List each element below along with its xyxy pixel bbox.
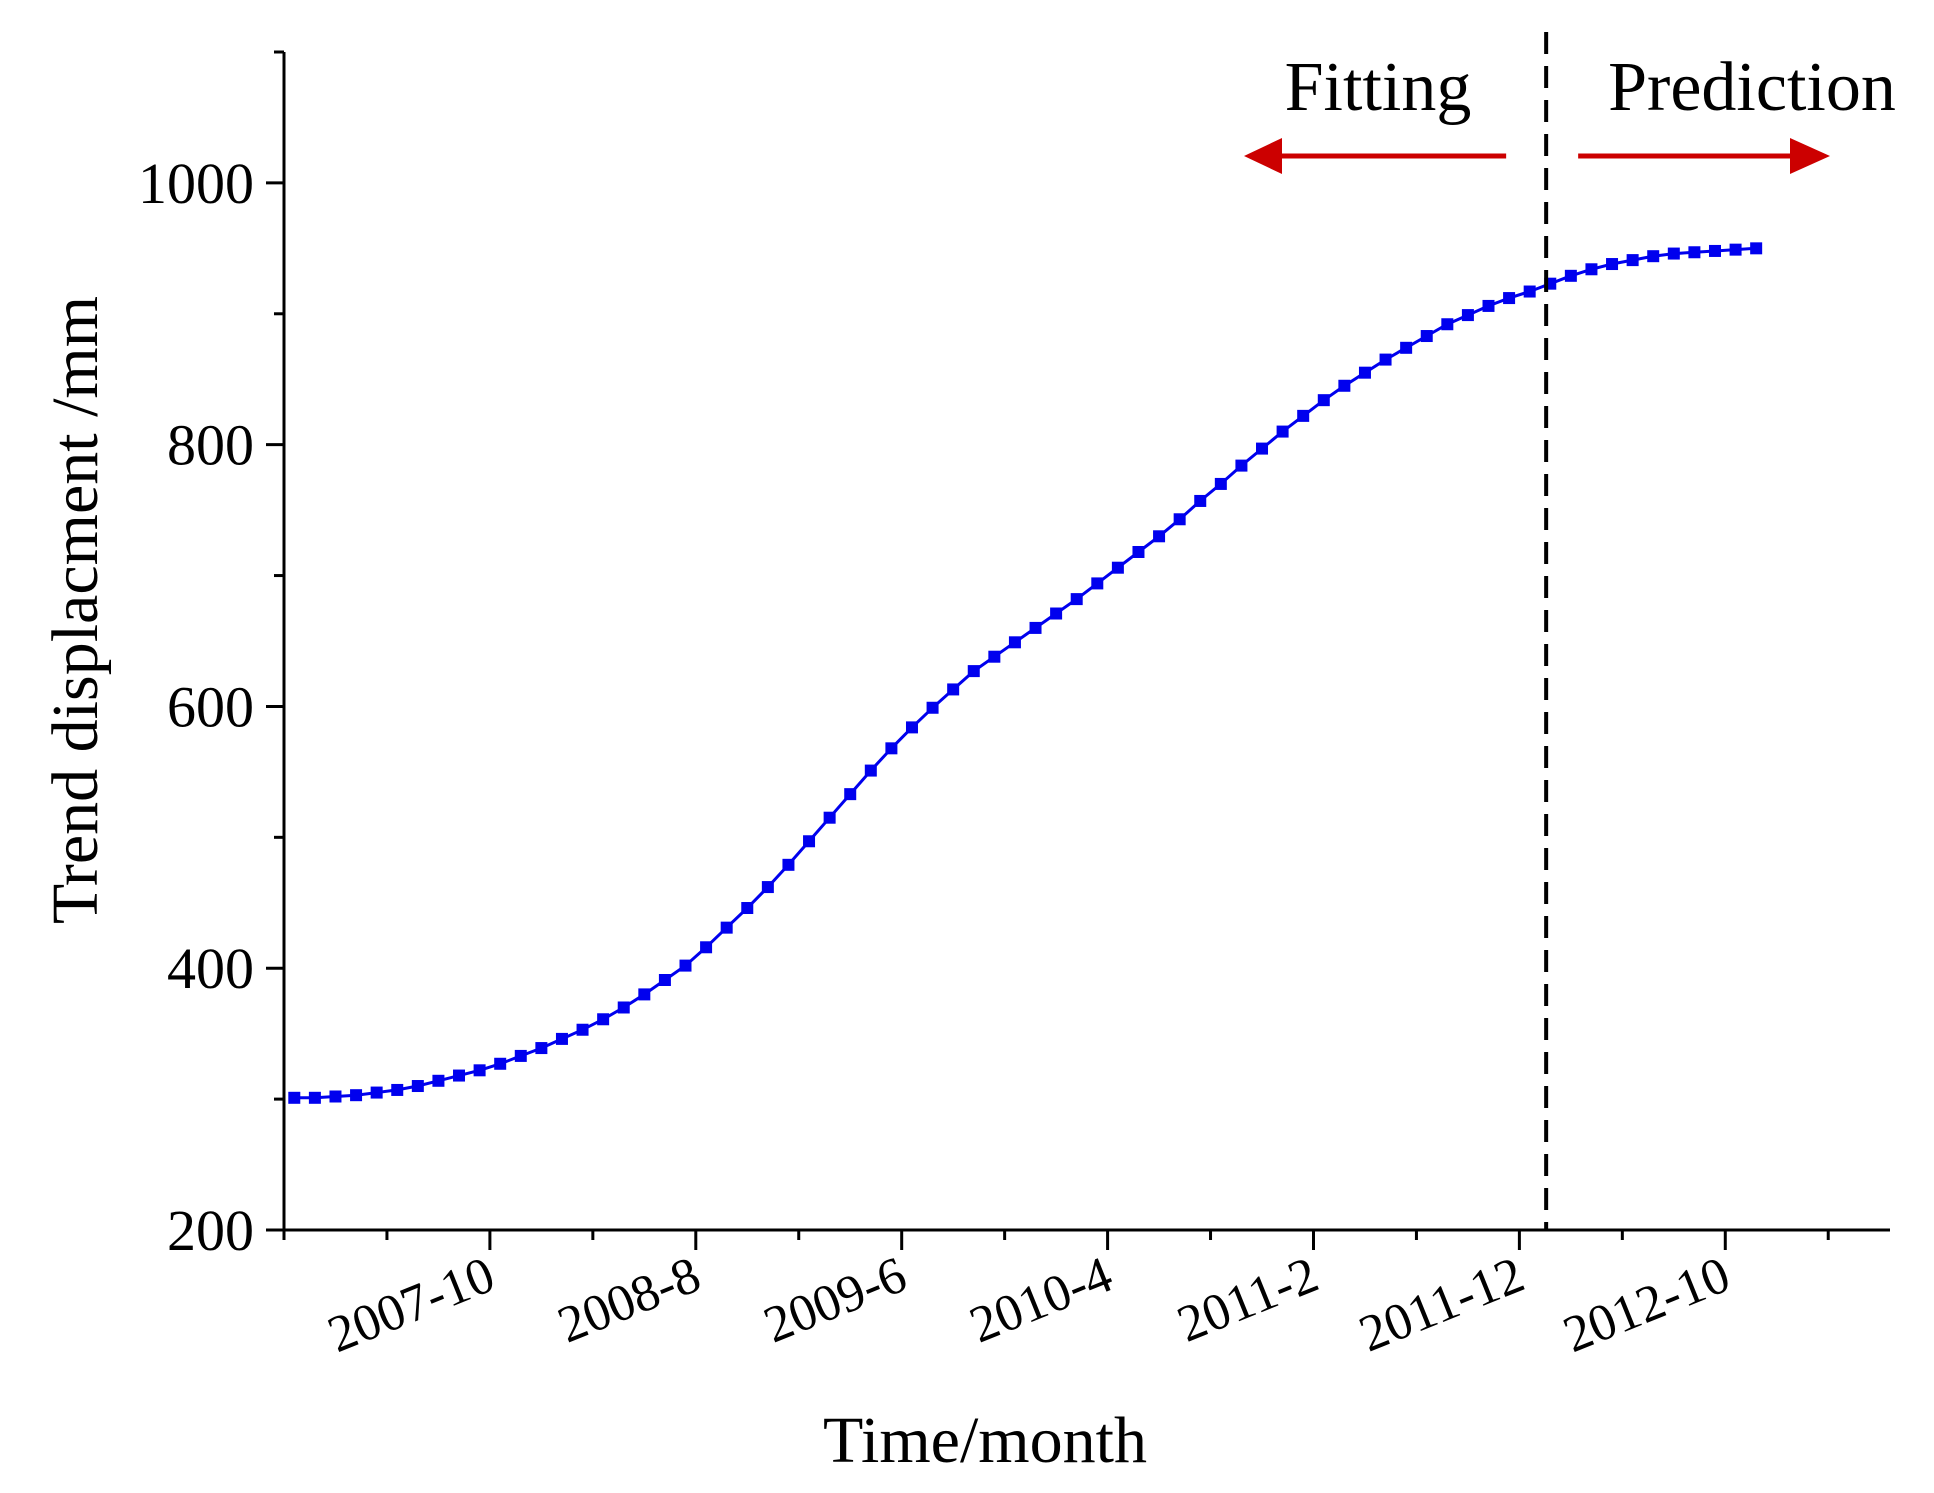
y-tick-label: 1000 <box>138 151 254 216</box>
data-point <box>885 742 898 755</box>
data-point <box>514 1049 527 1062</box>
data-point <box>1482 299 1495 312</box>
data-point <box>1276 425 1289 438</box>
data-point <box>1235 459 1248 472</box>
data-point <box>1091 577 1104 590</box>
y-tick-label: 800 <box>167 413 254 478</box>
data-point <box>1708 244 1721 257</box>
data-point <box>1688 246 1701 259</box>
fitting-label: Fitting <box>1285 49 1472 126</box>
data-point <box>1008 636 1021 649</box>
x-axis-title: Time/month <box>823 1404 1147 1477</box>
split-group <box>1244 32 1830 1230</box>
x-tick-label: 2010-4 <box>962 1246 1120 1354</box>
data-point <box>1564 269 1577 282</box>
x-ticks: 2007-10 2008-8 2009-6 2010-4 2011-2 2011-12 20… <box>282 1230 1830 1364</box>
data-point <box>1420 330 1433 343</box>
data-point <box>658 974 671 987</box>
data-point <box>782 858 795 871</box>
data-point <box>761 881 774 894</box>
data-point <box>453 1069 466 1082</box>
data-point <box>1050 607 1063 620</box>
data-point <box>1256 442 1269 455</box>
data-point <box>494 1057 507 1070</box>
data-point <box>617 1001 630 1014</box>
x-tick-label: 2009-6 <box>756 1246 914 1354</box>
y-tick-label: 200 <box>167 1198 254 1263</box>
data-point <box>1667 247 1680 260</box>
data-point <box>1070 593 1083 606</box>
data-point <box>1400 341 1413 354</box>
data-point <box>1194 494 1207 507</box>
x-tick-label: 2007-10 <box>320 1246 502 1364</box>
data-point <box>1729 243 1742 256</box>
series-points-group <box>288 242 1763 1104</box>
data-point <box>720 921 733 934</box>
data-point <box>638 988 651 1001</box>
y-ticks: 200 400 600 800 1000 <box>138 50 284 1263</box>
data-point <box>1338 379 1351 392</box>
data-point <box>1173 513 1186 526</box>
data-point <box>535 1042 548 1055</box>
data-point <box>1523 285 1536 298</box>
y-axis-title: Trend displacment /mm <box>39 296 112 924</box>
data-point <box>1379 353 1392 366</box>
data-point <box>555 1032 568 1045</box>
data-point <box>967 665 980 678</box>
data-point <box>288 1091 301 1104</box>
data-point <box>1750 242 1763 255</box>
data-point <box>741 902 754 915</box>
data-point <box>1132 545 1145 558</box>
data-point <box>1111 561 1124 574</box>
data-point <box>700 941 713 954</box>
data-point <box>1153 530 1166 543</box>
prediction-arrow-head <box>1790 138 1830 174</box>
data-point <box>576 1023 589 1036</box>
data-point <box>864 764 877 777</box>
data-point <box>370 1086 383 1099</box>
x-tick-label: 2008-8 <box>550 1246 708 1354</box>
data-point <box>844 788 857 801</box>
data-point <box>988 650 1001 663</box>
data-point <box>926 701 939 714</box>
data-point <box>1297 409 1310 422</box>
data-point <box>803 835 816 848</box>
data-point <box>1626 254 1639 267</box>
data-point <box>329 1090 342 1103</box>
data-point <box>1358 366 1371 379</box>
data-point <box>1461 309 1474 322</box>
data-point <box>1317 394 1330 407</box>
data-point <box>391 1083 404 1096</box>
data-point <box>1606 258 1619 271</box>
x-tick-label: 2011-12 <box>1352 1246 1532 1363</box>
series-line-group <box>294 246 1757 1100</box>
fitting-arrow-head <box>1244 138 1282 174</box>
data-point <box>411 1080 424 1093</box>
x-tick-label: 2012-10 <box>1556 1246 1738 1364</box>
series-line <box>294 246 1757 1100</box>
data-point <box>1503 292 1516 305</box>
data-point <box>905 721 918 734</box>
data-point <box>473 1064 486 1077</box>
data-point <box>947 683 960 696</box>
data-point <box>1214 477 1227 490</box>
data-point <box>350 1089 363 1102</box>
x-tick-label: 2011-2 <box>1170 1246 1326 1353</box>
data-point <box>1585 263 1598 276</box>
data-point <box>597 1013 610 1026</box>
data-point <box>1029 621 1042 634</box>
data-point <box>823 811 836 824</box>
y-tick-label: 400 <box>167 936 254 1001</box>
data-point <box>432 1074 445 1087</box>
prediction-label: Prediction <box>1608 49 1896 126</box>
y-tick-label: 600 <box>167 674 254 739</box>
data-point <box>1647 250 1660 263</box>
data-point <box>679 959 692 972</box>
data-point <box>1441 318 1454 331</box>
data-point <box>308 1091 321 1104</box>
